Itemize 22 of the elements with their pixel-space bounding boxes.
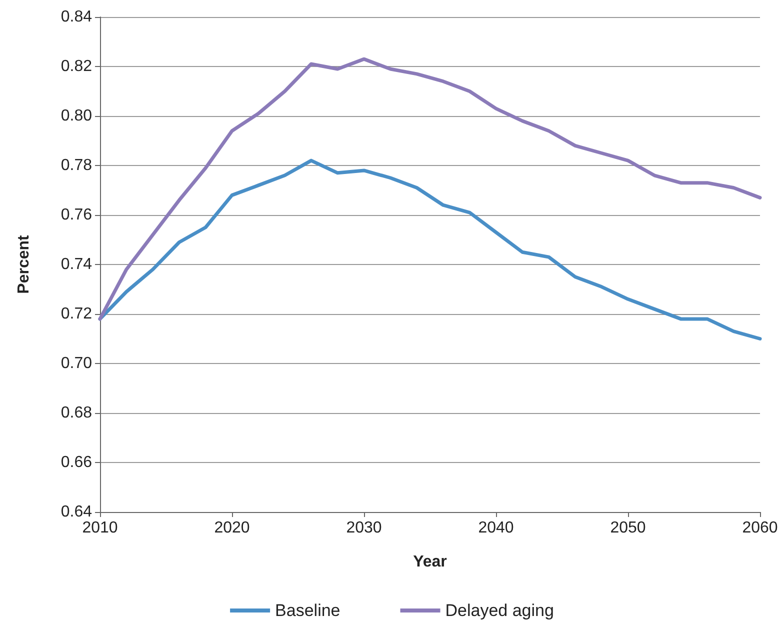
y-axis-title: Percent bbox=[16, 234, 32, 294]
x-tick-label: 2020 bbox=[214, 520, 250, 536]
y-tick-label: 0.72 bbox=[60, 306, 92, 322]
y-tick-label: 0.82 bbox=[60, 58, 92, 75]
legend-label: Delayed aging bbox=[445, 601, 554, 620]
x-tick-label: 2060 bbox=[742, 520, 778, 536]
y-tick-label: 0.64 bbox=[60, 504, 92, 520]
x-tick-label: 2050 bbox=[610, 520, 646, 536]
y-tick-label: 0.66 bbox=[60, 454, 92, 471]
y-tick-label: 0.68 bbox=[60, 404, 92, 422]
y-tick-label: 0.78 bbox=[60, 157, 92, 174]
x-tick-label: 2010 bbox=[82, 520, 118, 536]
y-tick-label: 0.76 bbox=[60, 206, 92, 224]
y-tick-label: 0.74 bbox=[60, 256, 92, 273]
y-tick-label: 0.80 bbox=[60, 108, 92, 124]
y-tick-label: 0.84 bbox=[60, 8, 92, 26]
line-series bbox=[98, 57, 762, 321]
y-tick-label: 0.70 bbox=[60, 355, 92, 372]
legend-label: Baseline bbox=[275, 601, 340, 620]
x-tick-label: 2040 bbox=[478, 520, 514, 536]
x-tick-label: 2030 bbox=[346, 520, 382, 536]
x-axis-title: Year bbox=[413, 554, 447, 570]
